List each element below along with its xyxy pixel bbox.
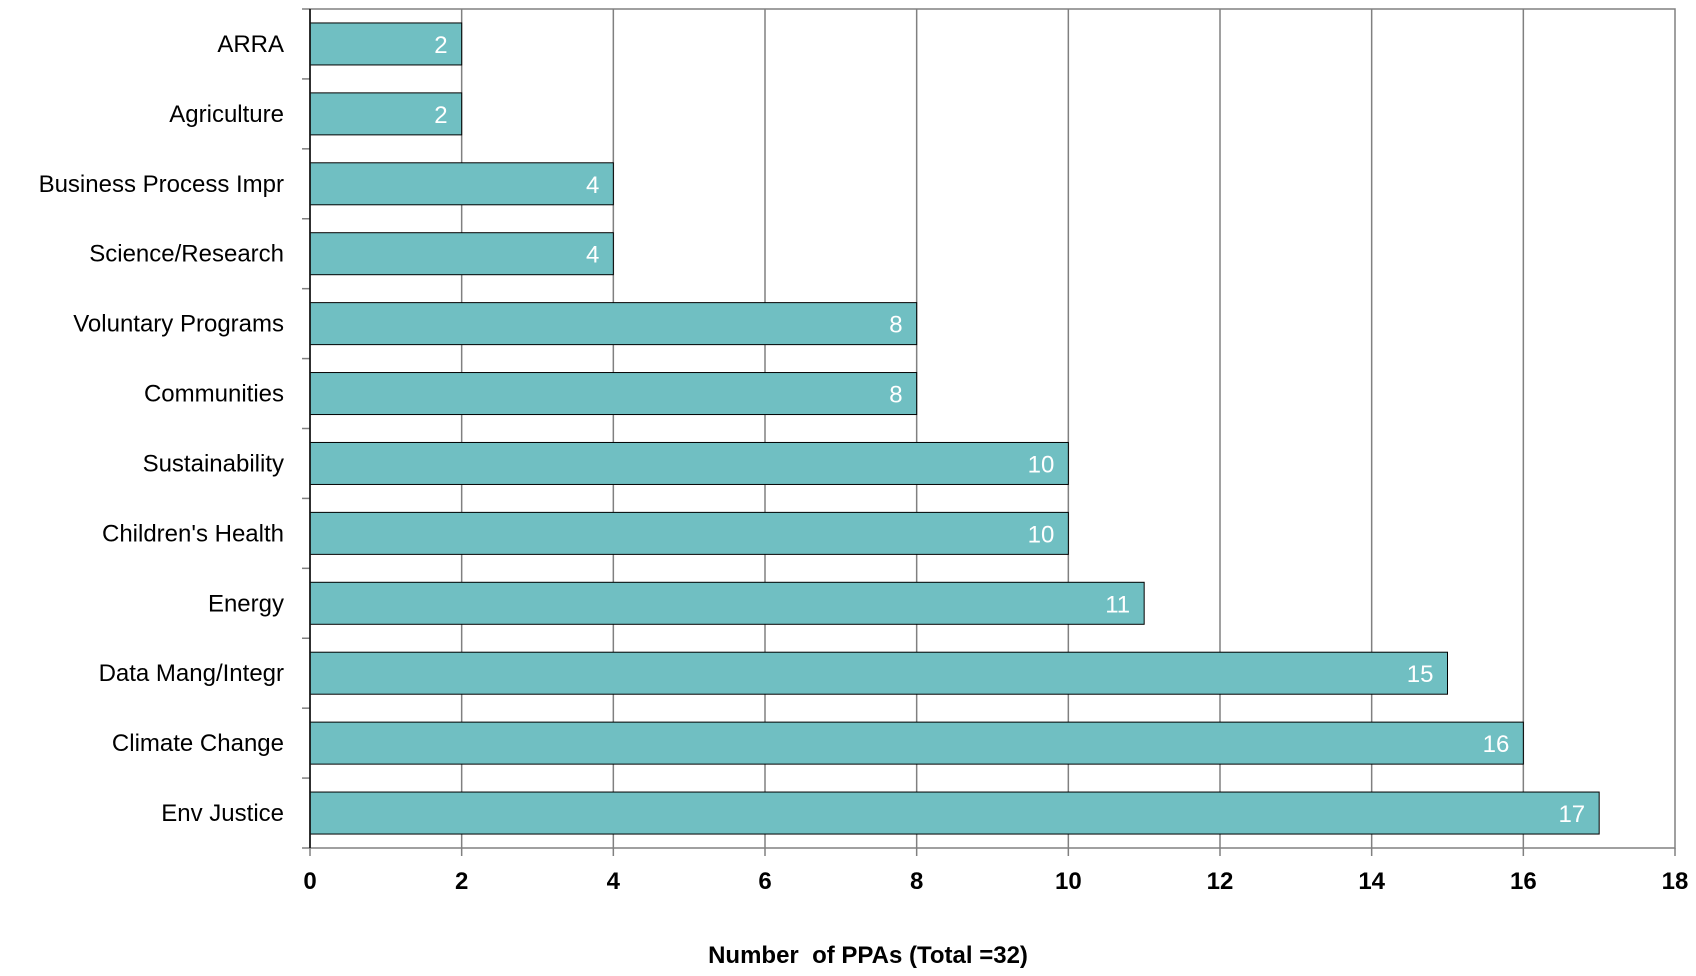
x-tick-label: 4 [607, 868, 621, 895]
bar-9 [309, 651, 1448, 695]
gridlines [460, 9, 1525, 848]
data-label: 2 [434, 102, 447, 129]
data-label: 4 [586, 172, 599, 199]
data-label: 8 [889, 382, 902, 409]
bar-8 [309, 581, 1145, 625]
bar-4 [309, 302, 918, 346]
data-label: 15 [1407, 661, 1434, 688]
data-label: 10 [1028, 521, 1055, 548]
data-label: 10 [1028, 451, 1055, 478]
bar-7 [309, 511, 1069, 555]
category-label: Science/Research [89, 241, 284, 268]
x-axis-title: Number of PPAs (Total =32) [708, 942, 1028, 969]
data-label: 2 [434, 32, 447, 59]
data-label: 8 [889, 312, 902, 339]
category-label: Communities [144, 381, 284, 408]
x-tick-label: 6 [758, 868, 771, 895]
x-tick-label: 2 [455, 868, 468, 895]
labels: 0 2 4 6 8 10 12 14 16 18 ARRA 2 Agriculture 2 Business… [39, 31, 1689, 895]
category-label: Climate Change [112, 730, 284, 757]
category-label: Data Mang/Integr [99, 660, 284, 687]
bar-3 [309, 232, 614, 276]
bar-6 [309, 441, 1069, 485]
x-tick-label: 12 [1207, 868, 1234, 895]
category-label: Children's Health [102, 520, 284, 547]
category-label: Business Process Impr [39, 171, 284, 198]
plot-frame [302, 8, 1676, 856]
category-label: Agriculture [169, 101, 284, 128]
category-label: Env Justice [161, 800, 284, 827]
x-tick-label: 0 [303, 868, 316, 895]
x-tick-label: 14 [1358, 868, 1385, 895]
category-label: Sustainability [143, 450, 284, 477]
x-tick-label: 10 [1055, 868, 1082, 895]
data-label: 17 [1558, 801, 1585, 828]
x-tick-label: 16 [1510, 868, 1537, 895]
category-label: Voluntary Programs [73, 311, 284, 338]
bar-2 [309, 162, 614, 206]
bars [309, 22, 1600, 835]
bar-5 [309, 372, 918, 416]
bar-10 [309, 721, 1524, 765]
x-tick-label: 8 [910, 868, 923, 895]
data-label: 4 [586, 242, 599, 269]
data-label: 16 [1483, 731, 1510, 758]
x-tick-label: 18 [1662, 868, 1689, 895]
bar-1 [309, 92, 463, 136]
data-label: 11 [1105, 591, 1130, 618]
bar-11 [309, 791, 1600, 835]
category-label: ARRA [217, 31, 284, 58]
category-label: Energy [208, 590, 284, 617]
